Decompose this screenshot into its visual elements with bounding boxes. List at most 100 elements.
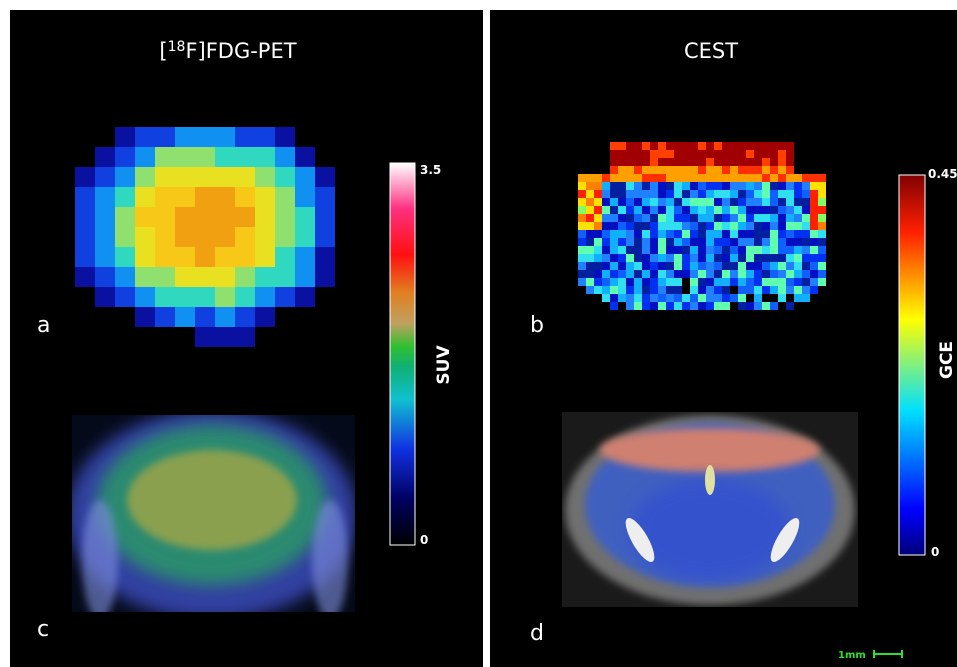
pixel [746, 166, 754, 174]
pixel [722, 294, 730, 302]
pixel [802, 262, 810, 270]
pixel [794, 230, 802, 238]
pixel [618, 294, 626, 302]
pixel [666, 150, 674, 158]
pixel [778, 230, 786, 238]
pixel [762, 270, 770, 278]
pixel [642, 198, 650, 206]
title-part: [ [159, 39, 167, 63]
colorbar-label: SUV [434, 345, 454, 385]
pixel [175, 287, 195, 307]
pixel [706, 270, 714, 278]
pixel [690, 302, 698, 310]
pixel [698, 174, 706, 182]
pixel [778, 294, 786, 302]
pixel [698, 182, 706, 190]
panel-label: d [530, 621, 544, 646]
pixel [778, 238, 786, 246]
pixel [746, 270, 754, 278]
pixel [586, 246, 594, 254]
pixel [714, 262, 722, 270]
pixel [802, 246, 810, 254]
pixel [794, 238, 802, 246]
pixel [642, 294, 650, 302]
pixel [255, 287, 275, 307]
pixel [658, 294, 666, 302]
pixel [594, 238, 602, 246]
pixel [618, 262, 626, 270]
pixel [235, 267, 255, 287]
pixel [738, 238, 746, 246]
pixel [115, 127, 135, 147]
pixel [754, 294, 762, 302]
pixel [770, 142, 778, 150]
pixel [578, 238, 586, 246]
pixel [714, 238, 722, 246]
pixel [586, 174, 594, 182]
pixel [722, 302, 730, 310]
pixel [682, 174, 690, 182]
pixel [674, 230, 682, 238]
pixel [714, 158, 722, 166]
pixel [594, 270, 602, 278]
pixel [155, 307, 175, 327]
pixel [626, 206, 634, 214]
panel-title: CEST [684, 39, 738, 63]
pixel [135, 187, 155, 207]
pixel [255, 167, 275, 187]
pixel [698, 198, 706, 206]
pixel [818, 214, 826, 222]
pixel [722, 230, 730, 238]
pixel [578, 262, 586, 270]
pixel [794, 246, 802, 254]
pixel [618, 166, 626, 174]
colorbar-max: 0.45 [928, 167, 957, 181]
panel-label: a [37, 313, 50, 338]
pixel [674, 142, 682, 150]
pixel [754, 238, 762, 246]
pixel [618, 206, 626, 214]
pixel [195, 207, 215, 227]
pixel [650, 230, 658, 238]
pixel [115, 267, 135, 287]
pixel [650, 198, 658, 206]
pixel [586, 182, 594, 190]
pixel [730, 238, 738, 246]
pixel [818, 246, 826, 254]
pixel [315, 227, 335, 247]
pixel [722, 246, 730, 254]
pixel [315, 247, 335, 267]
pixel [762, 206, 770, 214]
pixel [690, 222, 698, 230]
pixel [642, 238, 650, 246]
pixel [730, 190, 738, 198]
pixel [786, 190, 794, 198]
colorbar-min: 0 [420, 533, 428, 547]
pixel [770, 278, 778, 286]
pixel [778, 262, 786, 270]
pixel [674, 302, 682, 310]
pixel [295, 227, 315, 247]
pixel [626, 198, 634, 206]
pixel [754, 222, 762, 230]
pixel [255, 147, 275, 167]
pixel [762, 278, 770, 286]
pixel [778, 142, 786, 150]
pixel [810, 246, 818, 254]
pixel [738, 142, 746, 150]
pixel [275, 247, 295, 267]
pixel [698, 190, 706, 198]
pixel [682, 166, 690, 174]
pixel [706, 278, 714, 286]
pixel [658, 270, 666, 278]
pixel [730, 150, 738, 158]
pixel [818, 190, 826, 198]
pixel [626, 166, 634, 174]
pixel [754, 302, 762, 310]
pixel [275, 227, 295, 247]
pixel [746, 222, 754, 230]
pixel [650, 166, 658, 174]
pixel [634, 294, 642, 302]
pixel [610, 166, 618, 174]
pixel [690, 230, 698, 238]
